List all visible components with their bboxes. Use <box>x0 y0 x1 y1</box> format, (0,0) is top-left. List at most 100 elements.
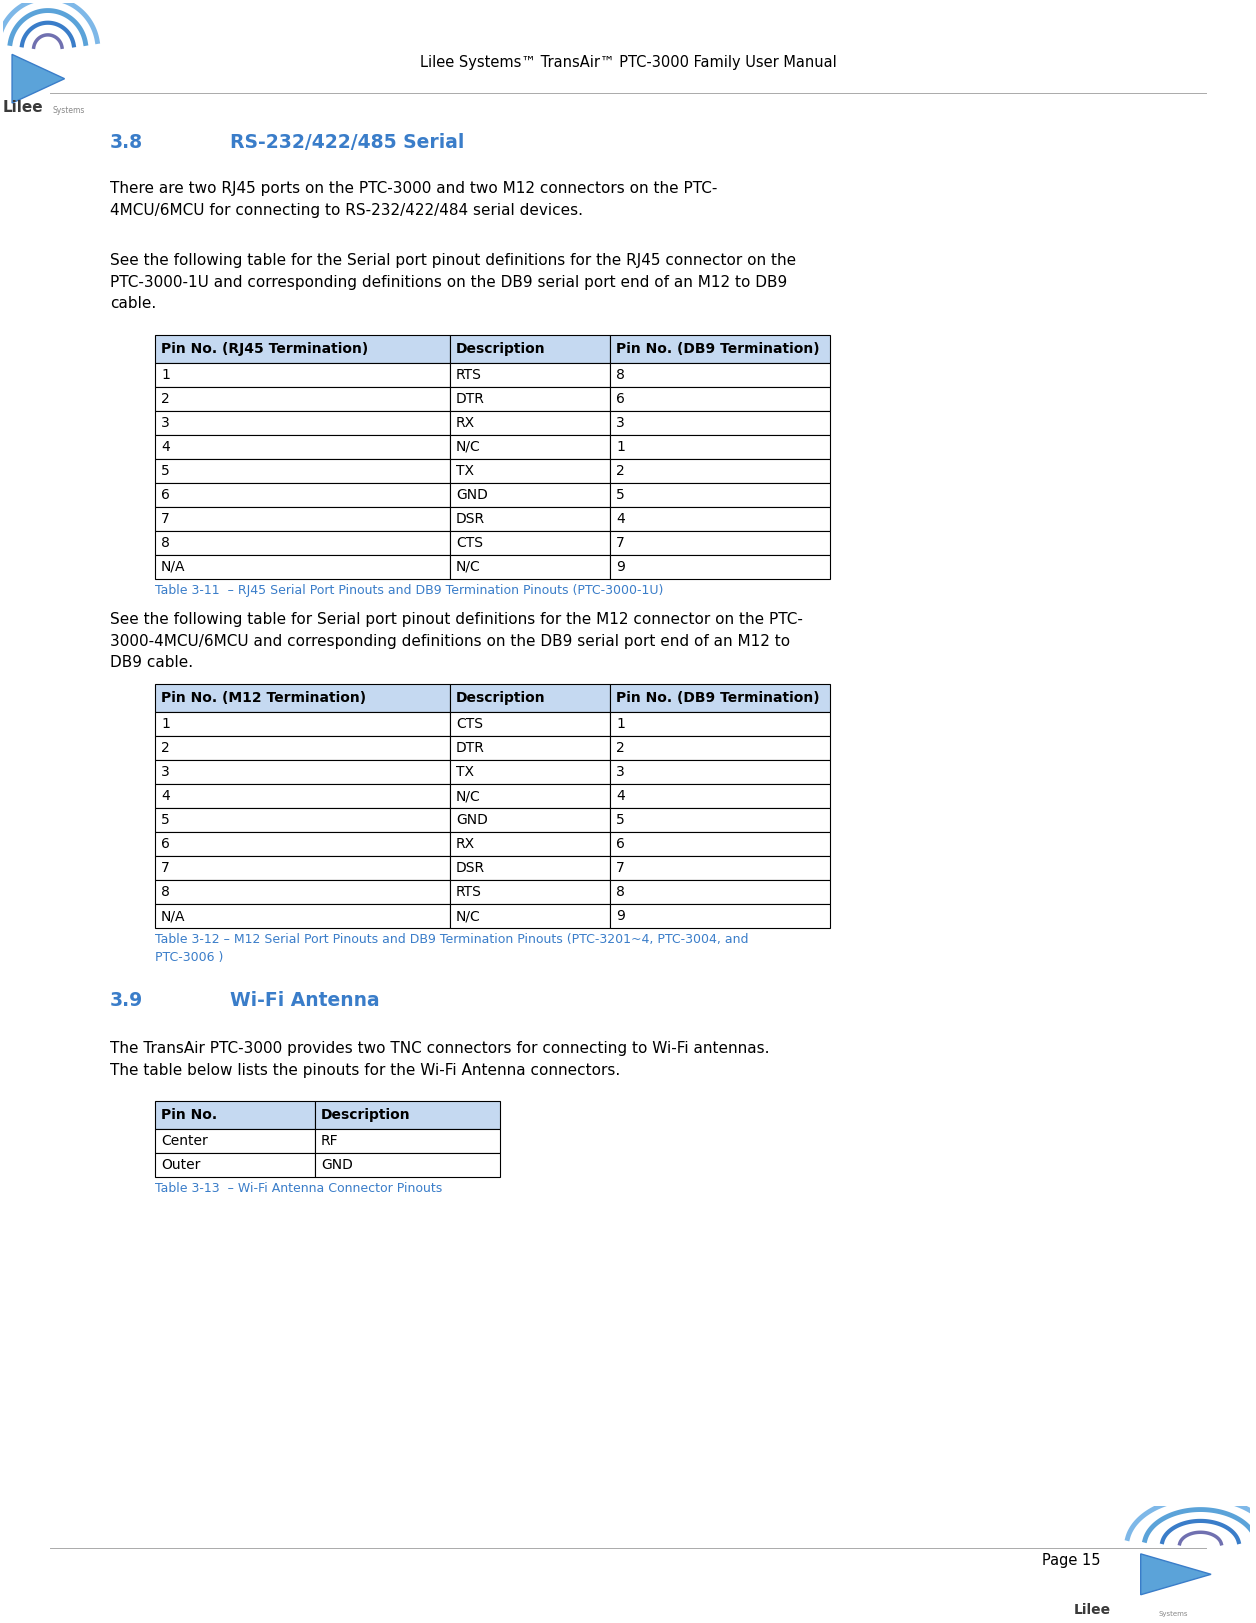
Text: 5: 5 <box>161 813 170 828</box>
Text: N/C: N/C <box>456 560 481 575</box>
Bar <box>154 855 450 880</box>
Bar <box>610 484 830 506</box>
Bar <box>154 411 450 435</box>
Text: Systems: Systems <box>53 105 85 115</box>
Text: 4: 4 <box>161 440 170 454</box>
Bar <box>154 1130 315 1152</box>
Bar <box>450 760 610 784</box>
Bar <box>154 555 450 579</box>
Bar <box>154 531 450 555</box>
Bar <box>154 784 450 808</box>
Text: The TransAir PTC-3000 provides two TNC connectors for connecting to Wi-Fi antenn: The TransAir PTC-3000 provides two TNC c… <box>111 1040 770 1078</box>
Text: RX: RX <box>456 837 475 850</box>
Text: GND: GND <box>456 813 487 828</box>
Text: Pin No. (DB9 Termination): Pin No. (DB9 Termination) <box>615 342 820 355</box>
Text: Table 3-11  – RJ45 Serial Port Pinouts and DB9 Termination Pinouts (PTC-3000-1U): Table 3-11 – RJ45 Serial Port Pinouts an… <box>154 584 663 597</box>
Bar <box>610 855 830 880</box>
Text: Lilee: Lilee <box>3 101 43 115</box>
Text: RTS: RTS <box>456 885 482 899</box>
Bar <box>610 833 830 855</box>
Bar <box>450 459 610 484</box>
Text: 2: 2 <box>161 393 170 406</box>
Text: 4: 4 <box>161 789 170 803</box>
Text: Description: Description <box>456 691 545 704</box>
Bar <box>610 459 830 484</box>
Text: 4: 4 <box>615 511 624 526</box>
Text: N/A: N/A <box>161 909 186 923</box>
Bar <box>610 555 830 579</box>
Bar <box>154 833 450 855</box>
Text: Lilee Systems™ TransAir™ PTC-3000 Family User Manual: Lilee Systems™ TransAir™ PTC-3000 Family… <box>420 55 836 70</box>
Text: 5: 5 <box>615 813 624 828</box>
Text: 7: 7 <box>615 536 624 550</box>
Text: Table 3-12 – M12 Serial Port Pinouts and DB9 Termination Pinouts (PTC-3201~4, PT: Table 3-12 – M12 Serial Port Pinouts and… <box>154 933 749 964</box>
Text: 8: 8 <box>161 885 170 899</box>
Text: Wi-Fi Antenna: Wi-Fi Antenna <box>230 992 379 1010</box>
Text: 3: 3 <box>615 415 624 430</box>
Bar <box>610 411 830 435</box>
Bar <box>154 1152 315 1177</box>
Bar <box>450 484 610 506</box>
Text: RX: RX <box>456 415 475 430</box>
Text: See the following table for Serial port pinout definitions for the M12 connector: See the following table for Serial port … <box>111 612 803 670</box>
Bar <box>315 1100 500 1130</box>
Bar <box>610 784 830 808</box>
Bar <box>450 531 610 555</box>
Bar <box>154 760 450 784</box>
Text: 6: 6 <box>615 393 625 406</box>
Bar <box>154 683 450 712</box>
Bar <box>154 904 450 928</box>
Bar <box>154 334 450 364</box>
Text: Lilee: Lilee <box>1074 1604 1112 1618</box>
Text: 7: 7 <box>161 860 170 875</box>
Bar <box>154 880 450 904</box>
Text: 5: 5 <box>615 489 624 502</box>
Text: 8: 8 <box>161 536 170 550</box>
Bar <box>450 364 610 386</box>
Bar <box>610 364 830 386</box>
Text: 3: 3 <box>615 764 624 779</box>
Text: 1: 1 <box>615 717 625 730</box>
Text: N/C: N/C <box>456 440 481 454</box>
Bar <box>610 531 830 555</box>
Text: CTS: CTS <box>456 536 484 550</box>
Bar <box>154 386 450 411</box>
Text: 9: 9 <box>615 560 625 575</box>
Bar <box>154 364 450 386</box>
Bar <box>450 386 610 411</box>
Text: GND: GND <box>456 489 487 502</box>
Bar <box>610 808 830 833</box>
Bar <box>450 880 610 904</box>
Text: 2: 2 <box>615 742 624 755</box>
Bar <box>154 1100 315 1130</box>
Bar <box>610 735 830 760</box>
Text: TX: TX <box>456 464 474 479</box>
Text: 8: 8 <box>615 368 625 381</box>
Polygon shape <box>1140 1553 1211 1595</box>
Text: Description: Description <box>456 342 545 355</box>
Text: 1: 1 <box>161 717 170 730</box>
Text: 2: 2 <box>161 742 170 755</box>
Bar <box>610 760 830 784</box>
Text: RTS: RTS <box>456 368 482 381</box>
Text: DSR: DSR <box>456 511 485 526</box>
Text: N/C: N/C <box>456 789 481 803</box>
Bar <box>450 555 610 579</box>
Bar <box>450 735 610 760</box>
Bar <box>610 880 830 904</box>
Bar <box>315 1130 500 1152</box>
Text: Pin No. (DB9 Termination): Pin No. (DB9 Termination) <box>615 691 820 704</box>
Text: 7: 7 <box>161 511 170 526</box>
Text: See the following table for the Serial port pinout definitions for the RJ45 conn: See the following table for the Serial p… <box>111 253 796 312</box>
Text: Page 15: Page 15 <box>1041 1553 1100 1568</box>
Bar <box>450 411 610 435</box>
Bar <box>154 506 450 531</box>
Text: Systems: Systems <box>1158 1612 1188 1618</box>
Text: 6: 6 <box>161 489 170 502</box>
Bar <box>450 784 610 808</box>
Text: DTR: DTR <box>456 742 485 755</box>
Text: N/A: N/A <box>161 560 186 575</box>
Text: 7: 7 <box>615 860 624 875</box>
Bar <box>610 506 830 531</box>
Text: Outer: Outer <box>161 1157 201 1172</box>
